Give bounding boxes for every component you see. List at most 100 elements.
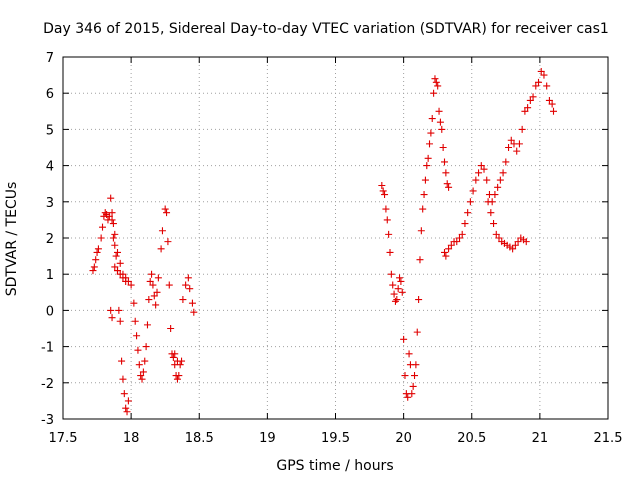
data-point <box>464 209 472 217</box>
data-point <box>548 100 556 108</box>
data-point <box>396 274 404 282</box>
data-point <box>413 328 421 336</box>
data-point <box>111 241 119 249</box>
data-point <box>112 252 120 260</box>
data-points <box>89 67 557 416</box>
data-point <box>115 306 123 314</box>
data-point <box>146 277 154 285</box>
data-point <box>92 256 100 264</box>
x-tick-label: 21.5 <box>594 431 623 446</box>
data-point <box>158 227 166 235</box>
data-point <box>173 375 181 383</box>
data-point <box>505 144 513 151</box>
data-point <box>379 187 387 195</box>
y-tick-label: 6 <box>46 87 54 102</box>
data-point <box>405 350 413 358</box>
data-point <box>382 205 390 213</box>
y-tick-label: 7 <box>46 51 54 66</box>
data-point <box>411 372 419 380</box>
data-point <box>386 248 394 256</box>
data-point <box>491 191 499 199</box>
data-point <box>423 162 431 170</box>
data-point <box>445 245 453 253</box>
data-point <box>401 372 409 380</box>
data-point <box>532 82 540 90</box>
data-point <box>385 230 393 238</box>
x-tick-label: 21 <box>532 431 549 446</box>
data-point <box>389 281 397 289</box>
data-point <box>496 176 504 184</box>
data-point <box>499 169 507 177</box>
data-point <box>89 267 97 275</box>
data-point <box>441 248 448 256</box>
x-tick-label: 19.5 <box>321 431 350 446</box>
data-point <box>420 191 428 199</box>
data-point <box>145 296 153 304</box>
data-point <box>432 78 440 86</box>
data-point <box>484 198 492 206</box>
data-point <box>398 288 406 296</box>
data-point <box>469 187 477 195</box>
data-point <box>472 176 480 184</box>
data-point <box>173 357 181 365</box>
x-tick-label: 18.5 <box>185 431 214 446</box>
data-point <box>545 96 553 104</box>
data-point <box>108 314 116 322</box>
data-point <box>442 169 450 177</box>
data-point <box>416 256 424 264</box>
data-point <box>435 107 443 115</box>
data-point <box>466 198 474 206</box>
x-tick-label: 20 <box>395 431 412 446</box>
data-point <box>167 325 175 332</box>
data-point <box>114 267 121 275</box>
data-point <box>124 397 132 405</box>
data-point <box>108 216 116 224</box>
data-point <box>118 357 126 365</box>
data-point <box>400 335 408 343</box>
data-point <box>409 382 417 390</box>
data-point <box>394 285 402 293</box>
data-point <box>441 158 448 166</box>
data-point <box>122 404 130 412</box>
x-axis-label: GPS time / hours <box>276 458 393 474</box>
data-point <box>137 372 145 380</box>
y-axis-label: SDTVAR / TECUs <box>4 182 20 297</box>
data-point <box>111 263 119 271</box>
data-point <box>111 230 119 238</box>
y-tick-label: 0 <box>46 304 54 319</box>
data-point <box>415 296 423 304</box>
data-point <box>391 297 399 305</box>
data-point <box>439 144 447 151</box>
data-point <box>188 299 196 307</box>
data-point <box>421 176 429 184</box>
data-point <box>99 223 107 231</box>
data-point <box>494 183 502 191</box>
data-point <box>524 104 532 112</box>
data-point <box>424 154 432 162</box>
data-point <box>114 248 121 256</box>
data-point <box>169 353 177 361</box>
data-point <box>175 372 183 380</box>
data-point <box>116 317 124 325</box>
data-point <box>511 241 519 249</box>
data-point <box>419 205 427 213</box>
data-point <box>513 147 521 155</box>
data-point <box>475 169 483 177</box>
y-tick-label: -1 <box>41 341 54 356</box>
y-axis-ticks: -3 -2 -1 0 1 2 3 4 5 6 7 <box>41 51 608 428</box>
data-point <box>141 357 149 365</box>
data-point <box>461 220 469 228</box>
data-point <box>543 82 551 90</box>
data-point <box>537 67 545 75</box>
data-point <box>431 75 439 83</box>
data-point <box>445 183 453 191</box>
data-point <box>135 361 143 369</box>
data-point <box>383 216 391 224</box>
data-point <box>490 220 498 228</box>
data-point <box>447 241 455 249</box>
data-point <box>184 274 192 282</box>
y-tick-label: 2 <box>46 232 54 247</box>
data-point <box>143 321 151 329</box>
data-point <box>387 270 395 278</box>
